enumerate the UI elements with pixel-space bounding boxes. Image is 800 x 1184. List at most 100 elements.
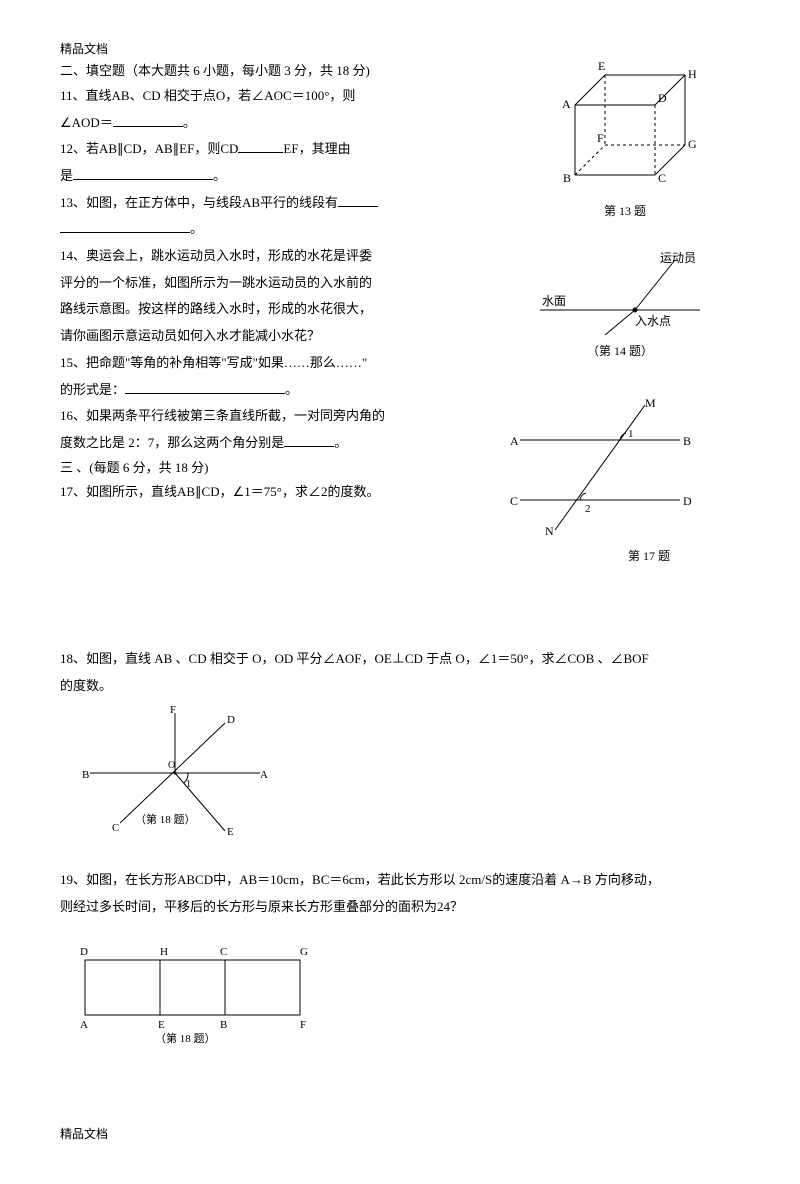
q12-line2: 是。 (60, 164, 480, 189)
q15-line2: 的形式是：。 (60, 378, 480, 403)
svg-text:B: B (82, 769, 89, 781)
svg-text:H: H (688, 67, 697, 81)
svg-text:E: E (158, 1019, 165, 1031)
q11-blank (113, 113, 183, 127)
svg-text:D: D (80, 946, 88, 958)
q16-line2-pre: 度数之比是 2：7，那么这两个角分别是 (60, 435, 284, 450)
svg-text:1: 1 (628, 428, 634, 440)
q16-blank (284, 433, 334, 447)
q16-line1: 16、如果两条平行线被第三条直线所截，一对同旁内角的 (60, 404, 480, 429)
parallel-svg: A B C D M N 1 2 (500, 395, 700, 545)
q13-line2: 。 (60, 217, 480, 242)
page-content: 精品文档 二、填空题（本大题共 6 小题，每小题 3 分，共 18 分) A B… (60, 40, 740, 1144)
figure-14: 运动员 水面 入水点 （第 14 题） (530, 250, 710, 361)
svg-text:运动员: 运动员 (660, 251, 696, 265)
q13-line1-pre: 13、如图，在正方体中，与线段AB平行的线段有 (60, 195, 338, 210)
cube-svg: A B C D E F G H (550, 50, 700, 200)
q12-blank2 (73, 166, 213, 180)
footer-note: 精品文档 (60, 1125, 740, 1144)
svg-text:2: 2 (585, 503, 591, 515)
figure-13-label: 第 13 题 (550, 202, 700, 221)
svg-text:A: A (80, 1019, 88, 1031)
svg-text:（第 18 题）: （第 18 题） (135, 812, 196, 826)
svg-text:入水点: 入水点 (635, 314, 671, 328)
q18-line2: 的度数。 (60, 674, 740, 699)
figure-19-wrap: D H C G A E B F （第 18 题） (60, 935, 740, 1045)
svg-text:D: D (227, 714, 235, 726)
svg-text:N: N (545, 524, 554, 538)
q12-line1: 12、若AB∥CD，AB∥EF，则CD EF，其理由 (60, 137, 480, 162)
svg-text:G: G (300, 946, 308, 958)
svg-text:F: F (170, 704, 176, 716)
svg-text:B: B (563, 171, 571, 185)
figure-18-wrap: A B C D E F O 1 （第 18 题） (60, 703, 740, 843)
q11-line2-pre: ∠AOD＝ (60, 115, 113, 130)
svg-text:E: E (227, 826, 234, 838)
svg-text:F: F (300, 1019, 306, 1031)
q15-line1: 15、把命题"等角的补角相等"写成"如果……那么……" (60, 351, 480, 376)
q14-line2: 评分的一个标准，如图所示为一跳水运动员的入水前的 (60, 271, 480, 296)
q11-line2: ∠AOD＝ 。 (60, 111, 480, 136)
svg-text:O: O (168, 760, 175, 771)
question-17: 17、如图所示，直线AB∥CD，∠1＝75°，求∠2的度数。 (60, 480, 480, 505)
svg-text:G: G (688, 137, 697, 151)
svg-text:E: E (598, 59, 605, 73)
question-13: 13、如图，在正方体中，与线段AB平行的线段有 。 (60, 191, 480, 242)
q14-line3: 路线示意图。按这样的路线入水时，形成的水花很大， (60, 297, 480, 322)
q12-line1-mid: EF，其理由 (283, 141, 350, 156)
question-11: 11、直线AB、CD 相交于点O，若∠AOC＝100°，则 ∠AOD＝ 。 (60, 84, 480, 135)
q15-blank (125, 380, 285, 394)
question-14: 14、奥运会上，跳水运动员入水时，形成的水花是评委 评分的一个标准，如图所示为一… (60, 244, 480, 349)
q13-line2-post: 。 (190, 221, 203, 236)
q13-line1: 13、如图，在正方体中，与线段AB平行的线段有 (60, 191, 480, 216)
svg-text:H: H (160, 946, 168, 958)
svg-text:C: C (658, 171, 666, 185)
svg-text:B: B (683, 434, 691, 448)
svg-text:（第 18 题）: （第 18 题） (155, 1031, 216, 1045)
q17-text: 17、如图所示，直线AB∥CD，∠1＝75°，求∠2的度数。 (60, 480, 480, 505)
q15-line2-post: 。 (285, 382, 298, 397)
figure-17: A B C D M N 1 2 第 17 题 (500, 395, 700, 566)
section-3-title: 三 、(每题 6 分，共 18 分) (60, 458, 480, 479)
svg-text:D: D (658, 91, 667, 105)
svg-text:C: C (510, 494, 518, 508)
q18-line1: 18、如图，直线 AB 、CD 相交于 O，OD 平分∠AOF，OE⊥CD 于点… (60, 647, 740, 672)
q13-blank2 (60, 219, 190, 233)
q12-line2-pre: 是 (60, 168, 73, 183)
q11-line2-post: 。 (183, 115, 196, 130)
q19-line1: 19、如图，在长方形ABCD中，AB＝10cm，BC＝6cm，若此长方形以 2c… (60, 868, 740, 893)
svg-text:C: C (112, 822, 119, 834)
question-12: 12、若AB∥CD，AB∥EF，则CDEF，其理由 是。 (60, 137, 480, 188)
svg-text:1: 1 (186, 779, 191, 790)
svg-text:C: C (220, 946, 227, 958)
q11-line1: 11、直线AB、CD 相交于点O，若∠AOC＝100°，则 (60, 84, 480, 109)
questions-left-column: 11、直线AB、CD 相交于点O，若∠AOC＝100°，则 ∠AOD＝ 。 12、… (60, 84, 480, 505)
question-19: 19、如图，在长方形ABCD中，AB＝10cm，BC＝6cm，若此长方形以 2c… (60, 868, 740, 1044)
question-15: 15、把命题"等角的补角相等"写成"如果……那么……" 的形式是：。 (60, 351, 480, 402)
figure-13: A B C D E F G H 第 13 题 (550, 50, 700, 221)
q12-line1-pre: 12、若AB∥CD，AB∥EF，则CD (60, 141, 238, 156)
figure-17-label: 第 17 题 (500, 547, 700, 566)
svg-text:F: F (597, 131, 604, 145)
q14-line1: 14、奥运会上，跳水运动员入水时，形成的水花是评委 (60, 244, 480, 269)
q13-blank1 (338, 193, 378, 207)
figure-19-svg: D H C G A E B F （第 18 题） (60, 935, 320, 1045)
q12-line2-post: 。 (213, 168, 226, 183)
question-16: 16、如果两条平行线被第三条直线所截，一对同旁内角的 度数之比是 2：7，那么这… (60, 404, 480, 455)
figure-14-label: （第 14 题） (530, 342, 710, 361)
q16-line2-post: 。 (334, 435, 347, 450)
svg-text:M: M (645, 396, 656, 410)
svg-text:A: A (562, 97, 571, 111)
svg-text:D: D (683, 494, 692, 508)
svg-text:水面: 水面 (542, 294, 566, 308)
q16-line2: 度数之比是 2：7，那么这两个角分别是 。 (60, 431, 480, 456)
q14-line4: 请你画图示意运动员如何入水才能减小水花？ (60, 324, 480, 349)
q19-line2: 则经过多长时间，平移后的长方形与原来长方形重叠部分的面积为24？ (60, 895, 740, 920)
svg-text:A: A (510, 434, 519, 448)
spacer-after-18 (60, 848, 740, 868)
svg-text:A: A (260, 769, 268, 781)
q12-blank1 (238, 139, 283, 153)
figure-18-svg: A B C D E F O 1 （第 18 题） (60, 703, 280, 843)
svg-text:B: B (220, 1019, 227, 1031)
question-18: 18、如图，直线 AB 、CD 相交于 O，OD 平分∠AOF，OE⊥CD 于点… (60, 647, 740, 843)
